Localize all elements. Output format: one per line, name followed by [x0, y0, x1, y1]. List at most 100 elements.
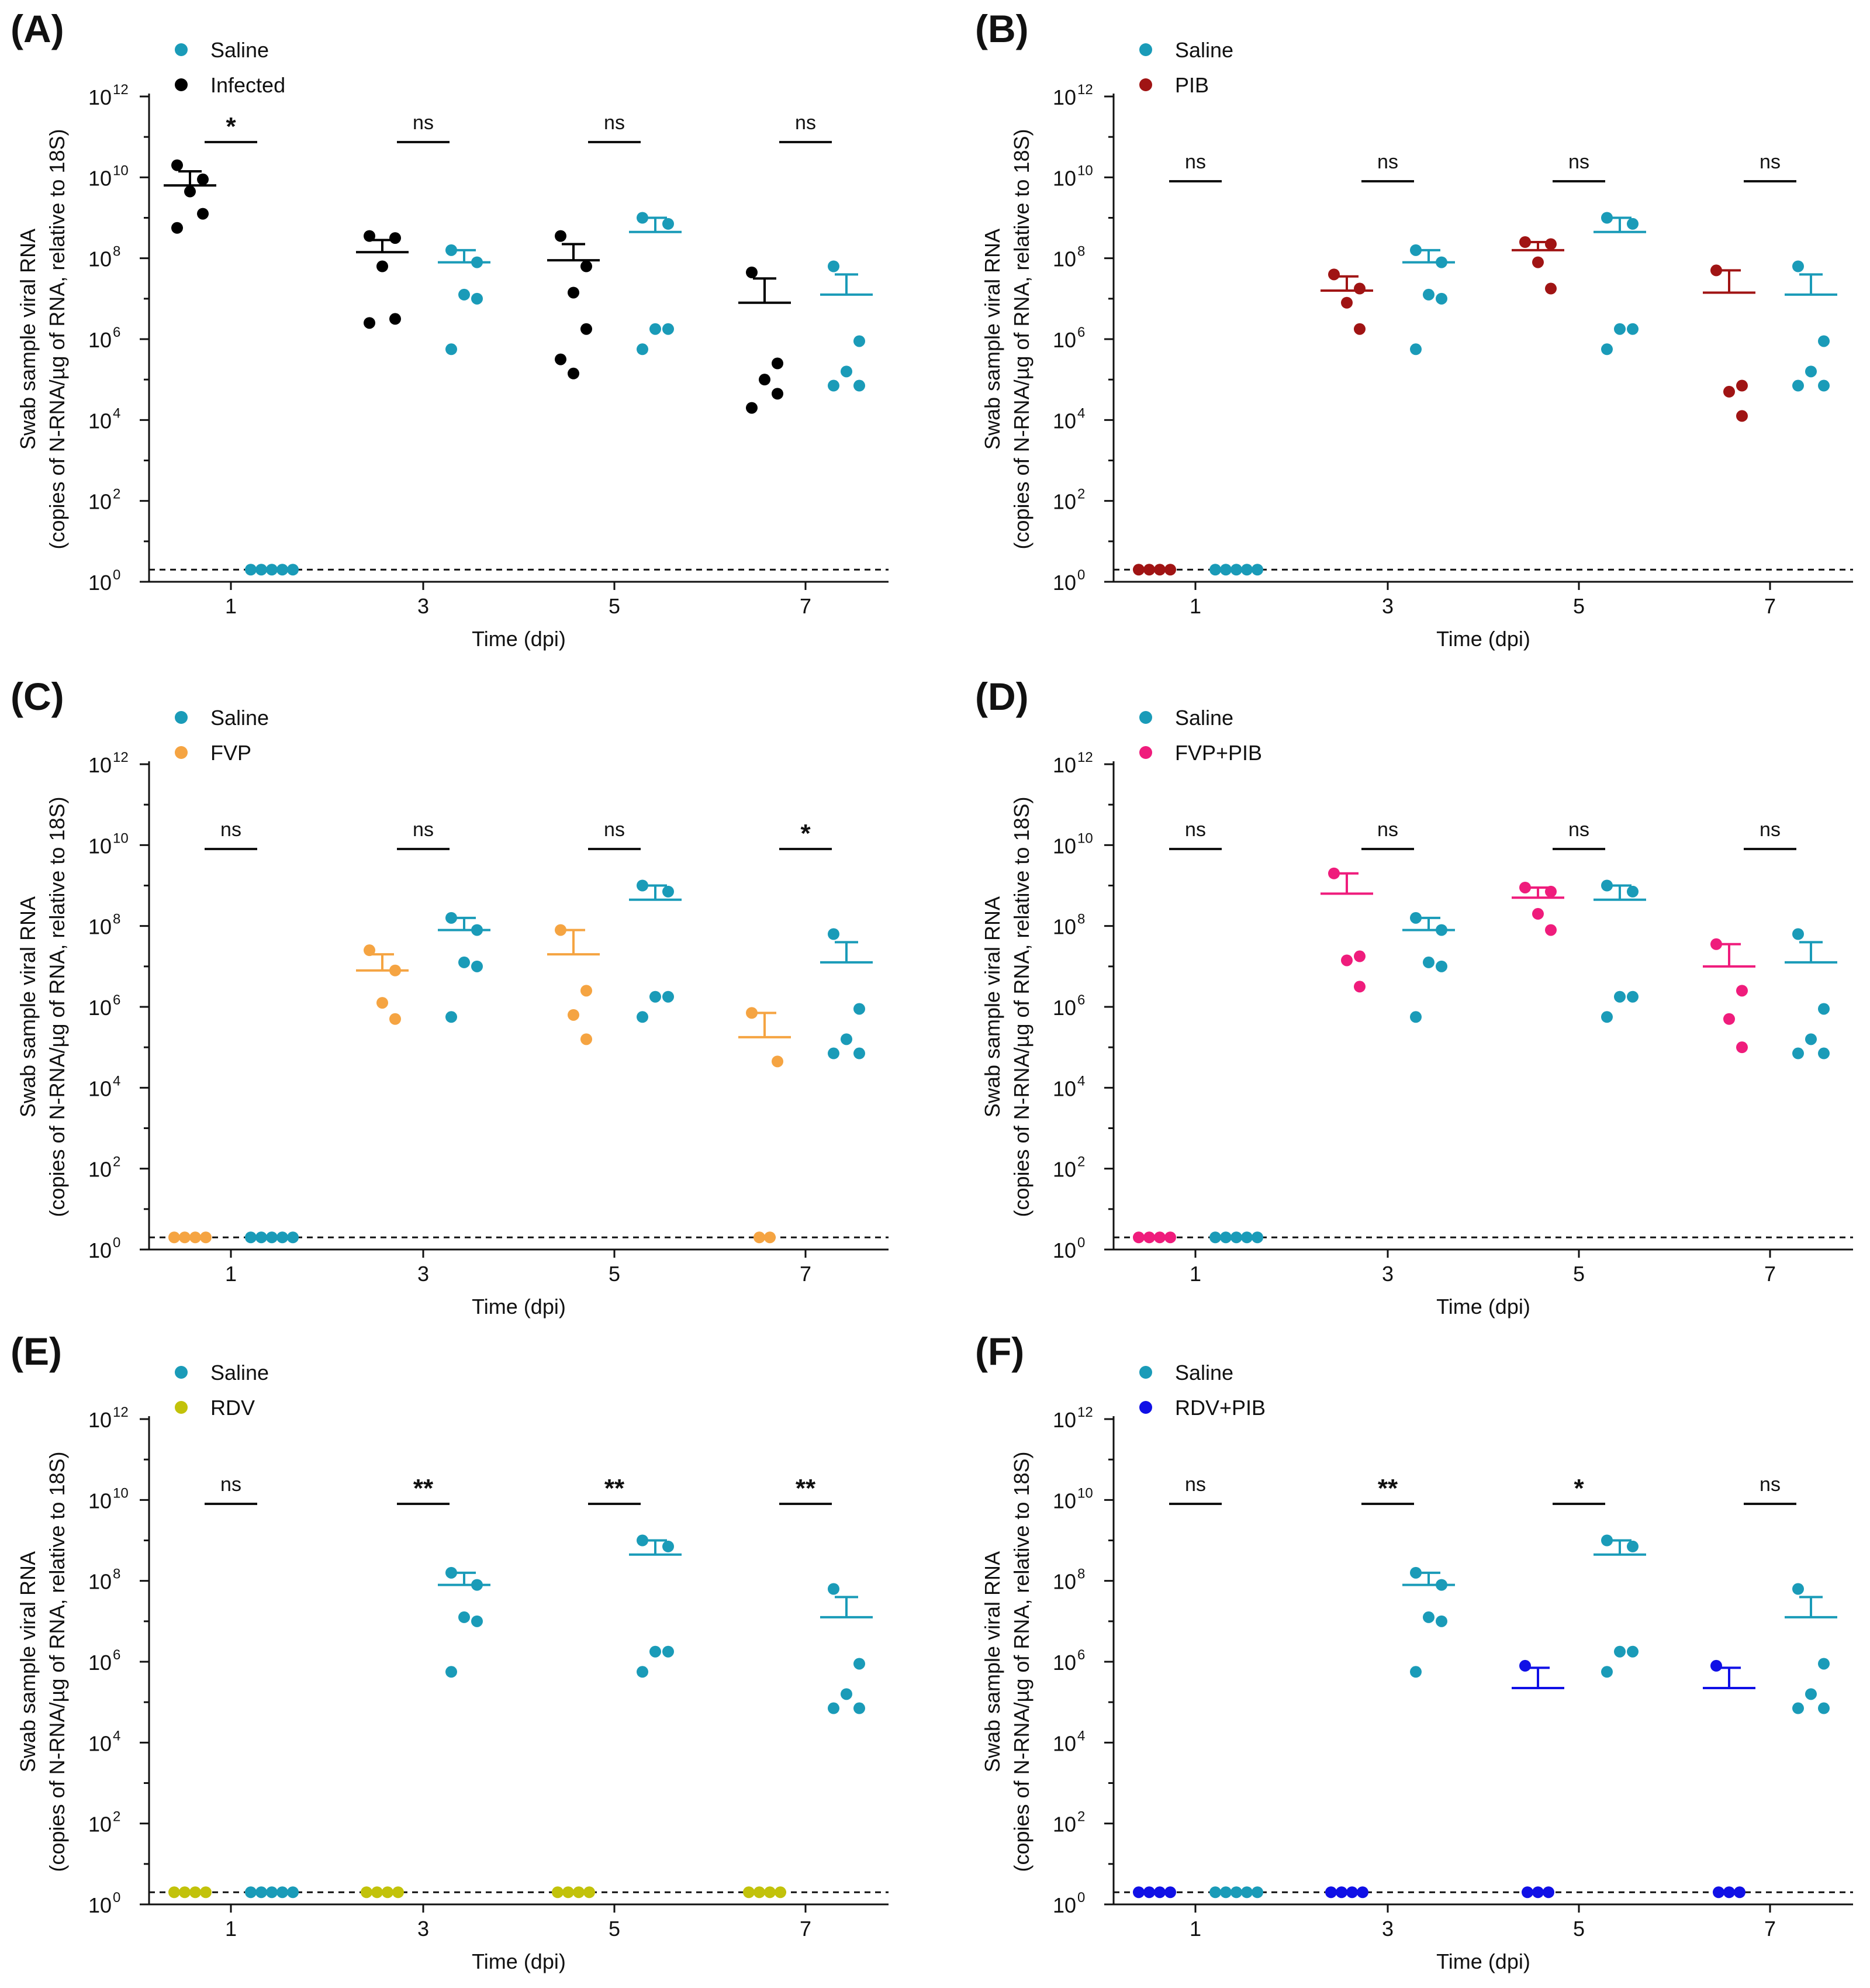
data-point [1209, 564, 1221, 576]
data-point [1614, 1645, 1626, 1658]
legend-marker [175, 746, 188, 759]
significance-label: ns [220, 819, 241, 841]
data-point [1736, 1041, 1748, 1054]
y-tick-label: 10 [1053, 247, 1076, 271]
y-tick-label: 10 [88, 247, 112, 271]
data-point [1241, 1886, 1253, 1899]
data-point [637, 212, 648, 224]
y-tick-exponent: 4 [113, 1728, 120, 1744]
data-point [772, 1055, 783, 1068]
data-point [445, 1566, 457, 1579]
x-tick-label: 7 [800, 1917, 811, 1941]
legend-label: RDV+PIB [1175, 1396, 1266, 1420]
data-point [245, 1231, 257, 1244]
significance-label: ns [1185, 819, 1206, 841]
data-point [255, 564, 267, 576]
data-point [1627, 323, 1639, 335]
data-point [1423, 1611, 1435, 1623]
data-point [1792, 1702, 1804, 1714]
data-point [245, 564, 257, 576]
data-point [562, 1886, 574, 1899]
data-point [637, 1011, 648, 1023]
y-tick-exponent: 0 [1077, 1890, 1085, 1906]
y-tick-exponent: 0 [1077, 567, 1085, 583]
data-point [1209, 1231, 1221, 1244]
data-point [662, 218, 674, 230]
y-tick-label: 10 [88, 1489, 112, 1513]
data-point [1818, 379, 1830, 392]
data-point [637, 879, 648, 892]
data-point [171, 222, 183, 234]
data-point [1354, 282, 1366, 295]
y-tick-exponent: 6 [1077, 325, 1085, 340]
data-point [255, 1886, 267, 1899]
data-point [445, 244, 457, 256]
data-point [1354, 950, 1366, 962]
x-tick-label: 1 [225, 594, 237, 618]
y-tick-label: 10 [88, 1158, 112, 1182]
data-point [764, 1231, 776, 1244]
y-axis-title-line2: (copies of N-RNA/µg of RNA, relative to … [1010, 129, 1033, 550]
y-tick-label: 10 [88, 834, 112, 858]
data-point [853, 1702, 865, 1714]
significance-label: ns [1760, 1473, 1781, 1496]
y-tick-exponent: 6 [1077, 992, 1085, 1008]
data-point [637, 1534, 648, 1547]
data-point [1133, 1886, 1145, 1899]
data-point [1336, 1886, 1347, 1899]
panel-letter: (C) [11, 675, 64, 718]
data-point [1341, 296, 1353, 309]
data-point [189, 1231, 201, 1244]
data-point [1423, 956, 1435, 968]
data-point [828, 928, 839, 940]
data-point [853, 1047, 865, 1059]
y-tick-exponent: 8 [1077, 1566, 1085, 1582]
x-tick-label: 1 [1190, 594, 1201, 618]
data-point [168, 1886, 180, 1899]
y-tick-exponent: 4 [1077, 1728, 1085, 1744]
panel-letter: (A) [11, 7, 64, 50]
legend-label: Saline [210, 706, 269, 730]
data-point [637, 343, 648, 356]
data-point [1723, 1886, 1735, 1899]
data-point [389, 232, 401, 244]
legend-label: Infected [210, 73, 285, 97]
data-point [1220, 564, 1232, 576]
x-tick-label: 1 [1190, 1917, 1201, 1941]
y-tick-label: 10 [88, 1813, 112, 1837]
x-tick-label: 5 [609, 1917, 620, 1941]
data-point [382, 1886, 393, 1899]
data-point [266, 564, 278, 576]
data-point [471, 1615, 483, 1627]
y-tick-exponent: 12 [1077, 82, 1093, 98]
data-point [1325, 1886, 1337, 1899]
data-point [746, 1007, 758, 1019]
data-point [361, 1886, 372, 1899]
data-point [662, 990, 674, 1003]
significance-label: ns [604, 112, 625, 134]
data-point [255, 1231, 267, 1244]
data-point [445, 1666, 457, 1678]
data-point [1818, 335, 1830, 347]
x-tick-label: 7 [800, 594, 811, 618]
data-point [746, 402, 758, 414]
data-point [287, 1886, 299, 1899]
data-point [1545, 924, 1557, 936]
data-point [1143, 1231, 1155, 1244]
data-point [1792, 1047, 1804, 1059]
data-point [1627, 990, 1639, 1003]
data-point [471, 960, 483, 972]
data-point [179, 1886, 191, 1899]
data-point [568, 367, 579, 379]
significance-label: ns [1760, 151, 1781, 173]
data-point [266, 1231, 278, 1244]
data-point [1241, 564, 1253, 576]
data-point [276, 1886, 288, 1899]
legend-marker [1139, 1401, 1152, 1414]
y-tick-exponent: 12 [113, 1404, 129, 1420]
data-point [1410, 912, 1422, 924]
data-point [168, 1231, 180, 1244]
y-tick-exponent: 10 [113, 1485, 129, 1501]
x-axis-title: Time (dpi) [1436, 1295, 1530, 1319]
data-point [853, 1658, 865, 1670]
